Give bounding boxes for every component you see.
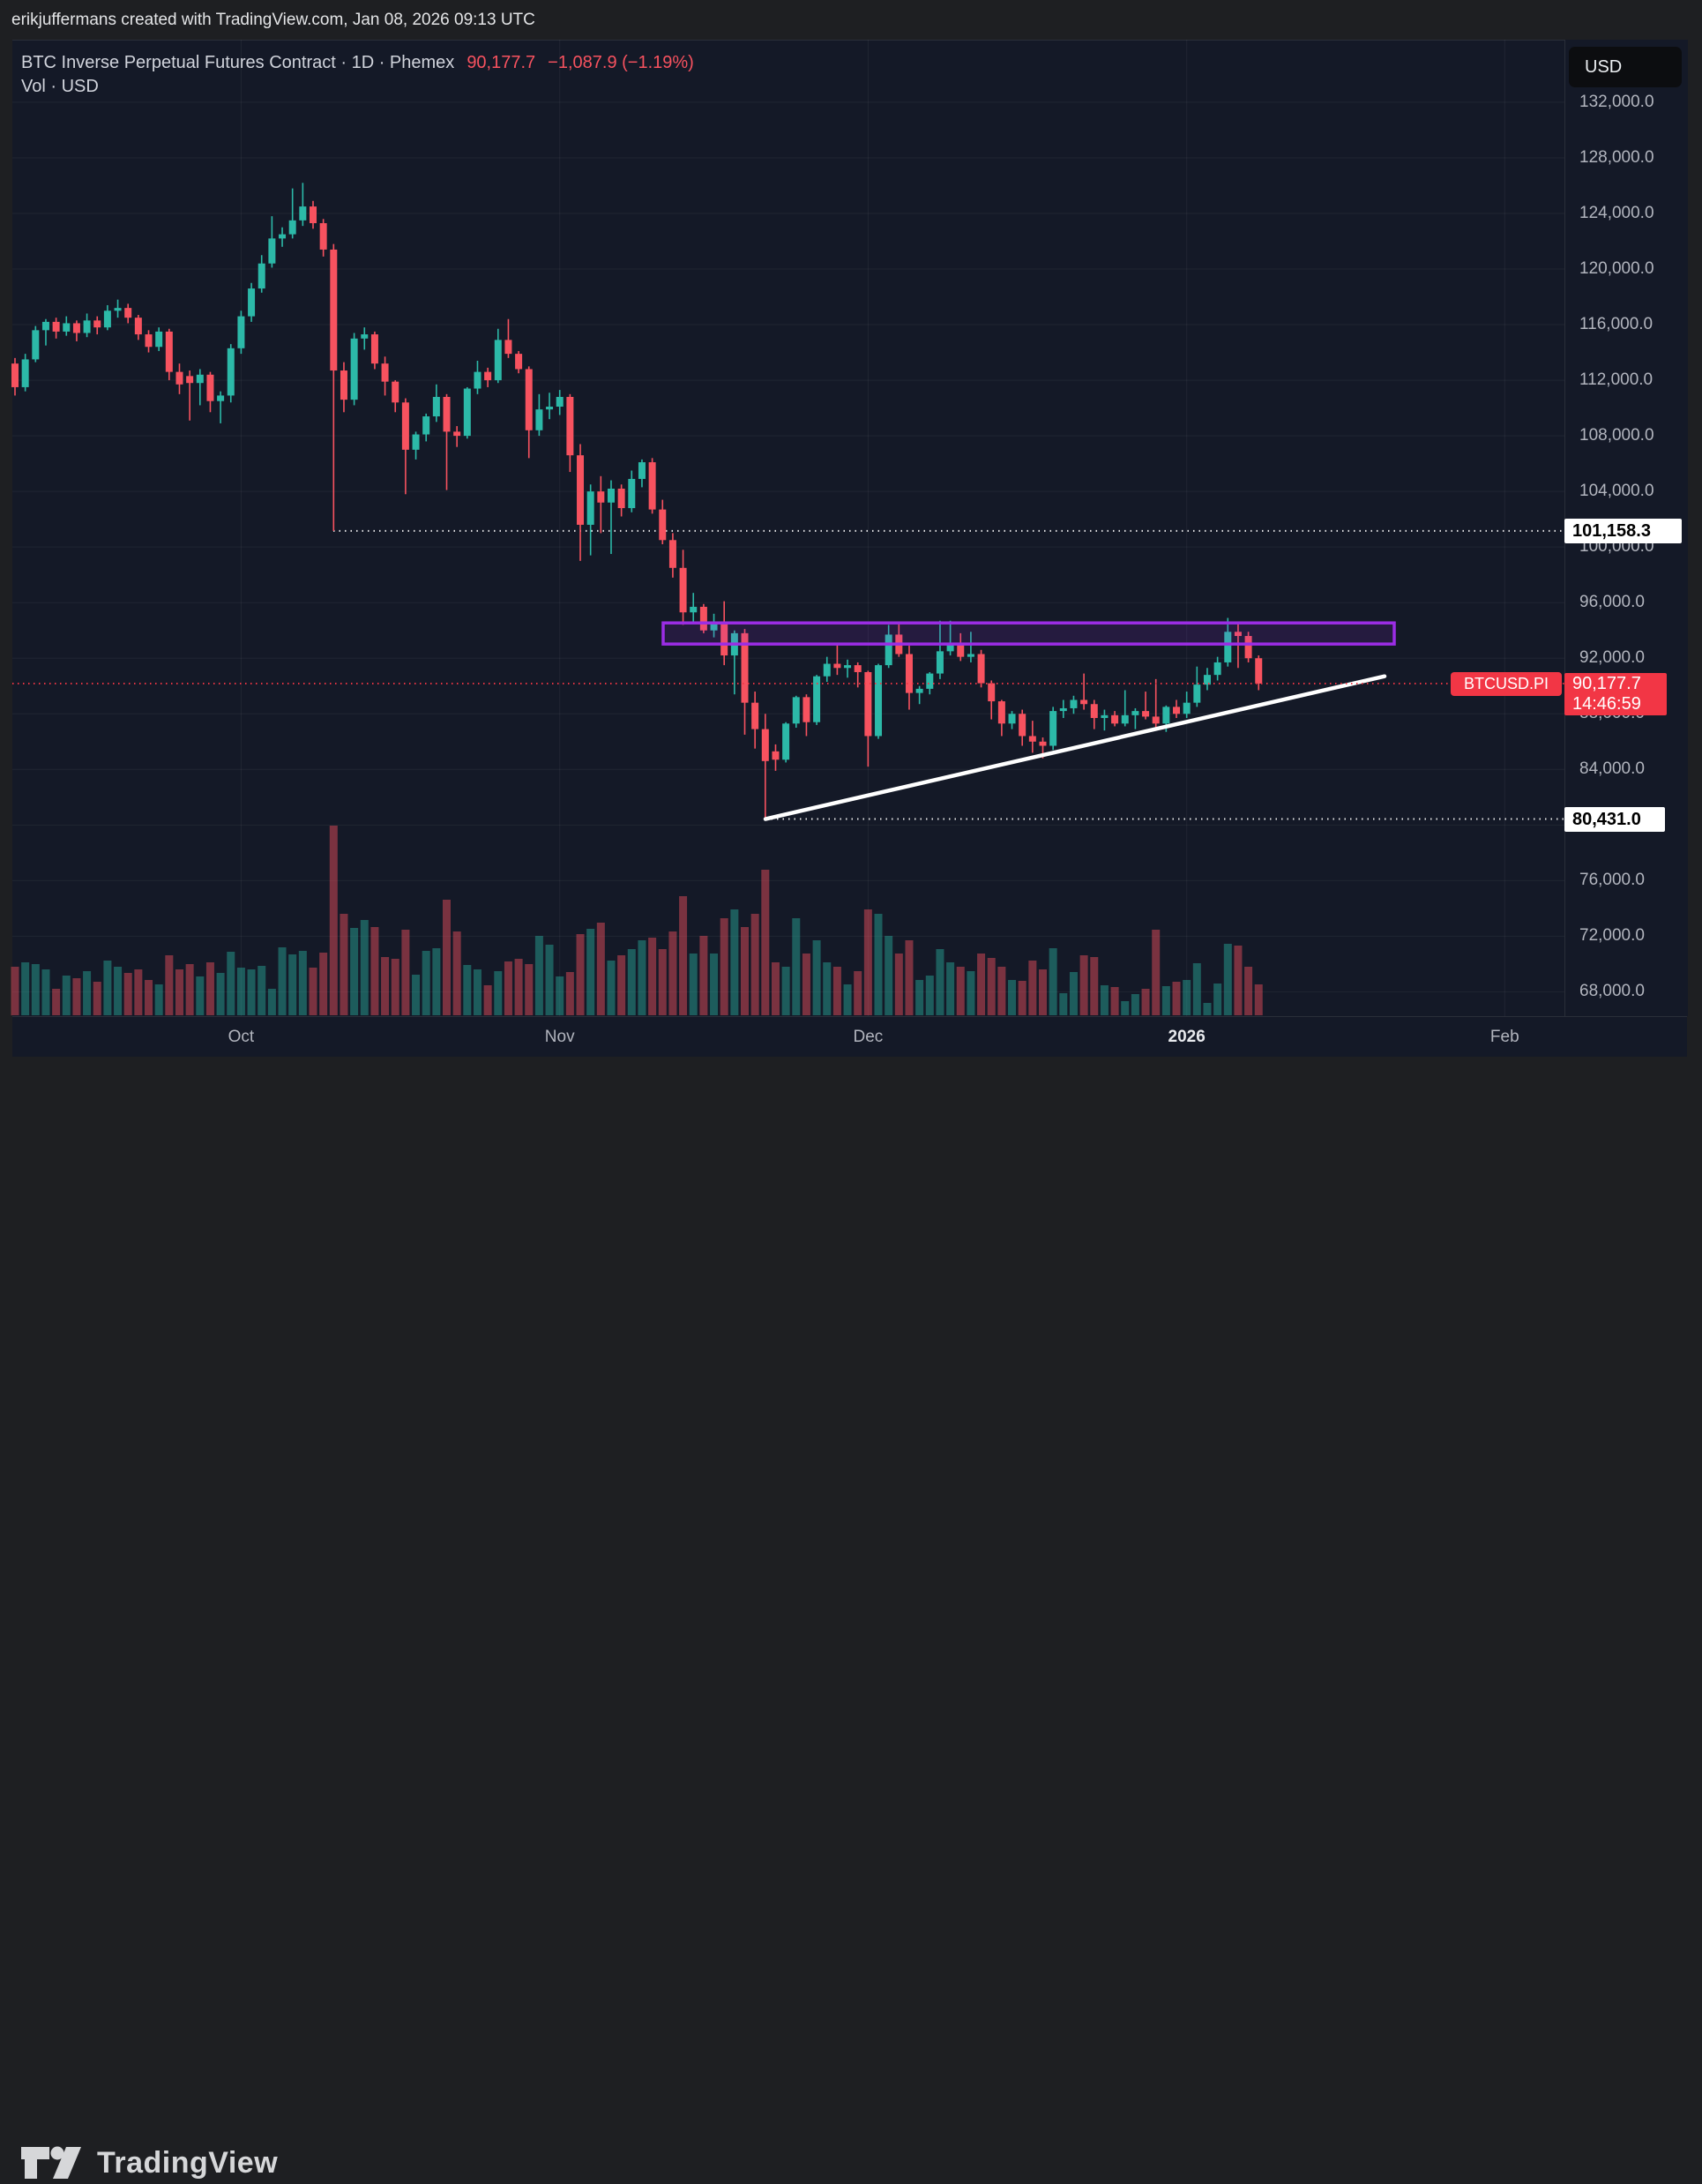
attribution-bar: erikjuffermans created with TradingView.… xyxy=(0,0,1702,40)
time-tick-label: Nov xyxy=(544,1028,575,1046)
price-tick-label: 108,000.0 xyxy=(1579,426,1654,445)
price-tick-label: 92,000.0 xyxy=(1579,648,1645,668)
symbol-title[interactable]: BTC Inverse Perpetual Futures Contract ·… xyxy=(21,53,455,72)
price-level-label-low: 80,431.0 xyxy=(1564,806,1665,832)
chart-legend: BTC Inverse Perpetual Futures Contract ·… xyxy=(21,51,694,99)
price-tick-label: 104,000.0 xyxy=(1579,482,1654,501)
footer-bar: TradingView xyxy=(0,1057,1702,2180)
price-tick-label: 84,000.0 xyxy=(1579,759,1645,779)
price-tick-label: 128,000.0 xyxy=(1579,147,1654,167)
price-tick-label: 132,000.0 xyxy=(1579,92,1654,111)
last-price-value: 90,177.7 xyxy=(1572,673,1641,693)
tradingview-wordmark: TradingView xyxy=(97,2145,279,2180)
price-level-label-high: 101,158.3 xyxy=(1564,518,1682,543)
last-price-symbol-flag: BTCUSD.PI xyxy=(1451,671,1562,696)
legend-symbol-row[interactable]: BTC Inverse Perpetual Futures Contract ·… xyxy=(21,51,694,75)
time-tick-label: Feb xyxy=(1489,1028,1519,1046)
time-axis[interactable]: Oct Nov Dec 2026 Feb xyxy=(12,1016,1687,1058)
price-tick-label: 124,000.0 xyxy=(1579,203,1654,222)
price-tick-label: 72,000.0 xyxy=(1579,926,1645,946)
last-price-axis-label: 90,177.7 14:46:59 xyxy=(1564,672,1667,715)
time-tick-label: Dec xyxy=(853,1028,884,1046)
price-tick-label: 116,000.0 xyxy=(1579,315,1653,334)
price-tick-label: 68,000.0 xyxy=(1579,982,1645,1001)
attribution-text: erikjuffermans created with TradingView.… xyxy=(11,11,535,29)
price-tick-label: 120,000.0 xyxy=(1579,259,1654,278)
time-tick-label: Oct xyxy=(228,1028,255,1046)
volume-legend[interactable]: Vol · USD xyxy=(21,77,99,96)
tradingview-logo-icon xyxy=(21,2146,81,2179)
bar-countdown: 14:46:59 xyxy=(1572,693,1641,714)
price-tick-label: 76,000.0 xyxy=(1579,871,1645,890)
legend-last-price: 90,177.7 xyxy=(467,53,536,72)
price-tick-label: 112,000.0 xyxy=(1579,370,1653,390)
currency-toggle-button[interactable]: USD xyxy=(1569,47,1682,87)
time-tick-label: 2026 xyxy=(1168,1028,1206,1046)
price-tick-label: 96,000.0 xyxy=(1579,593,1645,612)
legend-change: −1,087.9 (−1.19%) xyxy=(548,53,694,72)
tradingview-logo[interactable]: TradingView xyxy=(19,2142,278,2184)
chart-widget[interactable] xyxy=(12,40,1687,1058)
